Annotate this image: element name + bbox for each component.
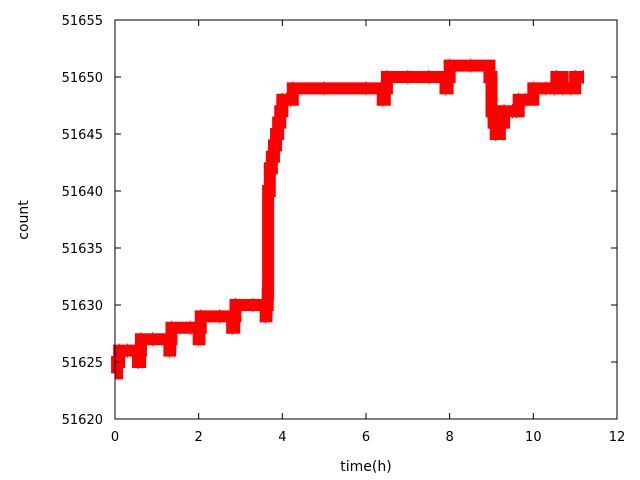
y-tick-label: 51650 (62, 71, 103, 86)
x-tick-label: 2 (195, 430, 203, 445)
x-tick-label: 8 (446, 430, 454, 445)
y-tick-label: 51620 (62, 413, 103, 428)
plot-area (115, 20, 617, 419)
y-tick-label: 51640 (62, 185, 103, 200)
x-tick-label: 10 (525, 430, 542, 445)
x-axis-label: time(h) (340, 459, 391, 475)
series-line (111, 58, 585, 381)
x-tick-label: 6 (362, 430, 370, 445)
y-tick-label: 51625 (62, 356, 103, 371)
x-tick-label: 0 (111, 430, 119, 445)
y-tick-label: 51655 (62, 14, 103, 29)
y-axis-label: count (16, 200, 32, 240)
x-tick-label: 4 (278, 430, 286, 445)
x-tick-label: 12 (609, 430, 626, 445)
y-tick-label: 51630 (62, 299, 103, 314)
y-tick-label: 51635 (62, 242, 103, 257)
y-tick-label: 51645 (62, 128, 103, 143)
